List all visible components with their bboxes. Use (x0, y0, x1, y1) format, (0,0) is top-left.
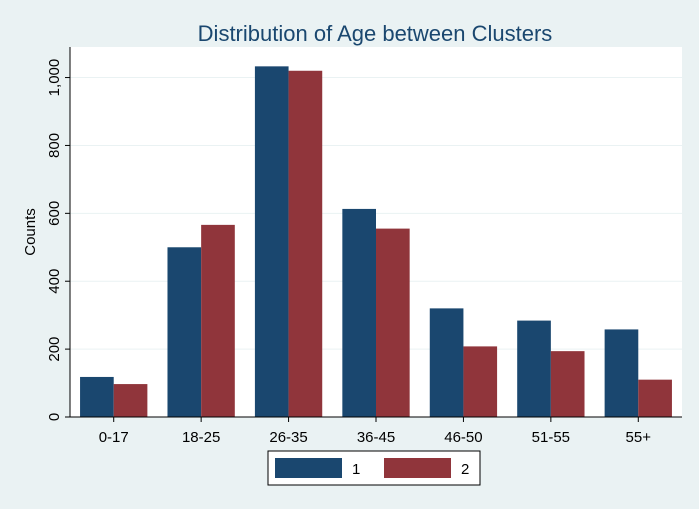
x-tick-label: 0-17 (99, 429, 129, 446)
y-tick-label: 1,000 (46, 59, 63, 97)
y-tick-label: 400 (46, 269, 63, 294)
bar-series-1-0-17 (80, 376, 114, 417)
legend: 1 2 (267, 450, 481, 486)
legend-label-series-2: 2 (461, 461, 469, 478)
chart-title: Distribution of Age between Clusters (198, 21, 553, 46)
bar-series-2-55+ (638, 379, 672, 417)
bar-series-2-18-25 (201, 224, 235, 417)
bar-series-1-18-25 (167, 247, 202, 417)
x-tick-label: 51-55 (532, 429, 570, 446)
legend-swatch-series-1 (275, 458, 342, 478)
legend-swatch-series-2 (384, 458, 451, 478)
bar-series-2-51-55 (550, 351, 585, 417)
bar-series-1-46-50 (429, 308, 464, 417)
y-tick-label: 600 (46, 201, 63, 226)
x-tick-label: 55+ (626, 429, 652, 446)
bar-series-1-36-45 (342, 208, 376, 417)
bar-series-2-26-35 (288, 70, 323, 417)
bar-series-1-26-35 (254, 66, 289, 417)
x-tick-label: 26-35 (269, 429, 307, 446)
y-tick-label: 800 (46, 133, 63, 158)
bar-series-2-36-45 (376, 228, 410, 417)
x-tick-label: 36-45 (357, 429, 395, 446)
bar-series-2-46-50 (463, 346, 498, 417)
y-tick-label: 200 (46, 337, 63, 362)
legend-label-series-1: 1 (352, 461, 360, 478)
y-axis-label: Counts (22, 208, 39, 256)
x-tick-label: 18-25 (182, 429, 220, 446)
x-ticks: 0-17 18-25 26-35 36-45 46-50 51-55 55+ (99, 417, 652, 446)
bar-series-1-51-55 (517, 320, 551, 417)
x-tick-label: 46-50 (444, 429, 482, 446)
bar-series-2-0-17 (113, 384, 148, 417)
bar-series-1-55+ (604, 329, 639, 417)
y-ticks: 0 200 400 600 800 1,000 (46, 59, 70, 421)
bars (80, 66, 672, 417)
y-tick-label: 0 (46, 413, 63, 421)
